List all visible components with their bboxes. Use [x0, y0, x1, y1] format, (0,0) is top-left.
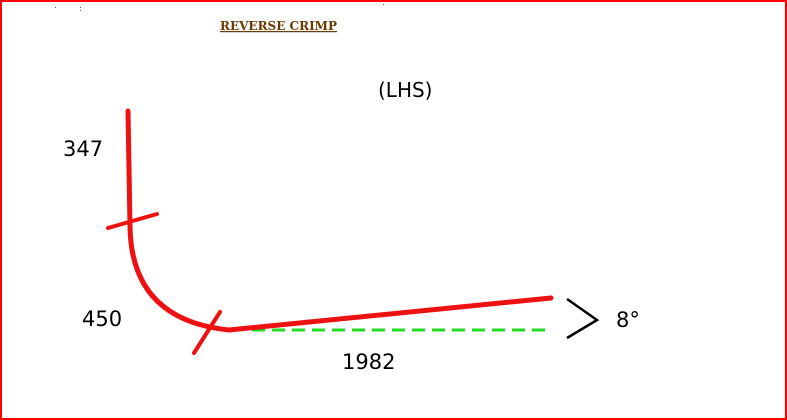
bar-profile — [125, 108, 554, 333]
side-label: (LHS) — [378, 78, 432, 102]
bend-dimension: 450 — [82, 307, 122, 331]
stray-mark — [383, 4, 384, 5]
vertical-leg-dimension: 347 — [63, 137, 103, 161]
bend-end-tick — [192, 310, 222, 355]
angle-symbol — [566, 297, 600, 340]
diagram-title: REVERSE CRIMP — [220, 19, 337, 33]
angle-dimension: 8° — [616, 308, 640, 332]
stray-mark — [80, 10, 81, 11]
horizontal-leg-dimension: 1982 — [342, 350, 395, 374]
stray-mark — [55, 7, 56, 8]
stray-mark — [80, 7, 81, 8]
bend-start-tick — [106, 212, 159, 230]
